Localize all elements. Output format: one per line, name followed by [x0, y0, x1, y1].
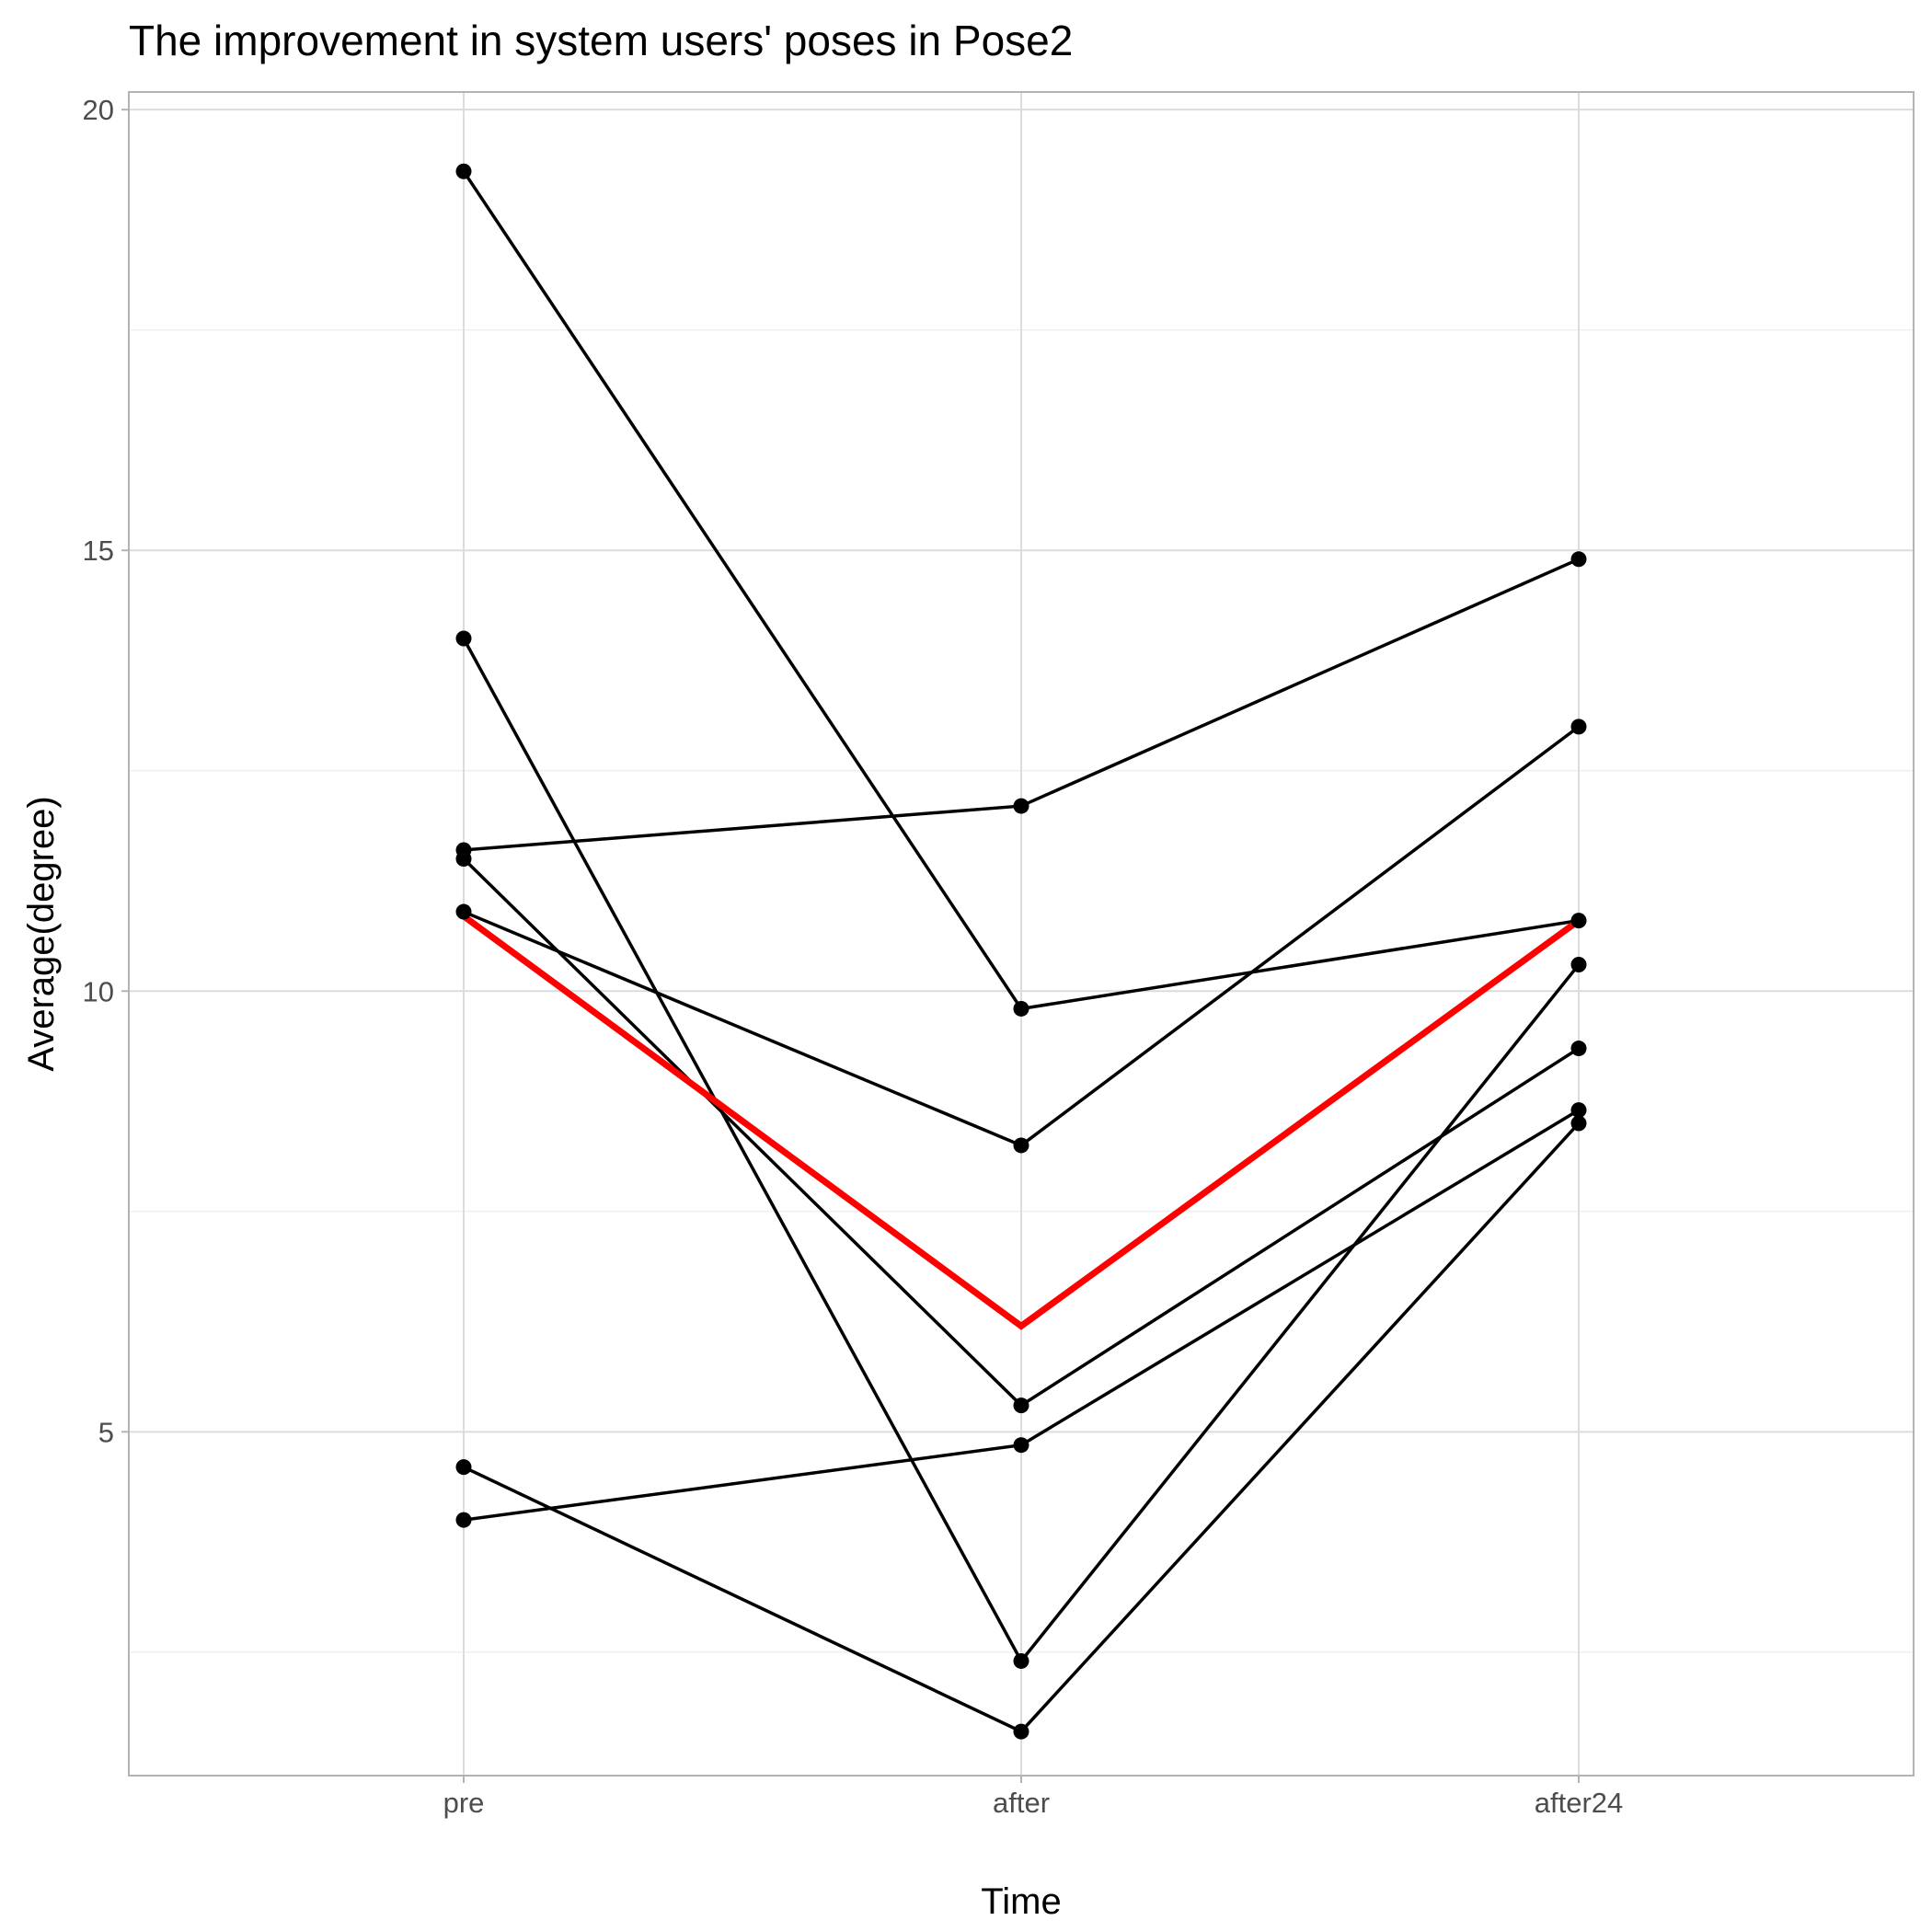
data-point	[455, 630, 472, 647]
data-point	[1570, 719, 1587, 735]
y-axis-title: Average(degree)	[21, 796, 62, 1071]
data-point	[1013, 1000, 1029, 1017]
data-point	[1570, 1041, 1587, 1057]
data-point	[455, 851, 472, 868]
data-point	[455, 163, 472, 179]
axis-ticks: 5 10 15 20 pre after after24	[83, 94, 1624, 1819]
data-point	[1570, 551, 1587, 568]
data-point	[1013, 1723, 1029, 1740]
data-point	[1570, 957, 1587, 973]
series-line-highlight	[461, 914, 1581, 1330]
data-point	[1570, 913, 1587, 929]
grid	[129, 92, 1914, 1776]
x-tick-label: pre	[443, 1787, 485, 1819]
data-point	[455, 1512, 472, 1528]
y-tick-label: 5	[98, 1416, 114, 1448]
data-point	[455, 1459, 472, 1476]
data-point	[1013, 1437, 1029, 1454]
y-tick-label: 15	[83, 535, 114, 567]
data-point	[1013, 1397, 1029, 1414]
x-axis-title: Time	[981, 1881, 1061, 1922]
y-tick-label: 10	[83, 975, 114, 1007]
x-tick-label: after	[993, 1787, 1050, 1819]
series-points	[455, 163, 1587, 1740]
data-point	[1013, 798, 1029, 814]
data-point	[1570, 1102, 1587, 1119]
chart-title: The improvement in system users' poses i…	[129, 17, 1073, 64]
x-tick-label: after24	[1535, 1787, 1624, 1819]
y-tick-label: 20	[83, 94, 114, 126]
data-point	[1013, 1137, 1029, 1154]
data-point	[455, 903, 472, 920]
data-point	[1570, 1115, 1587, 1132]
data-point	[1013, 1652, 1029, 1669]
